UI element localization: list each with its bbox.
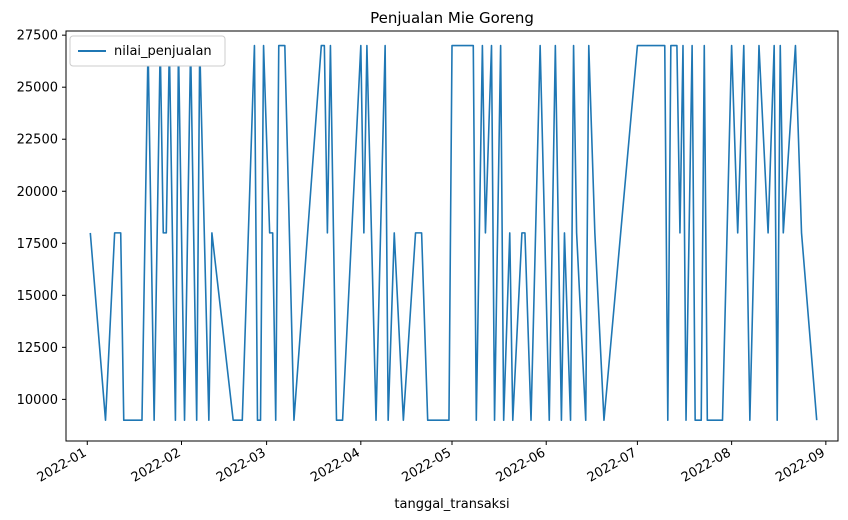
x-axis-label: tanggal_transaksi [394, 497, 509, 512]
y-tick-label: 10000 [17, 393, 58, 408]
legend-label: nilai_penjualan [114, 44, 212, 59]
y-tick-label: 20000 [17, 185, 58, 200]
y-tick-label: 15000 [17, 289, 58, 304]
series-line-nilai_penjualan [89, 44, 818, 421]
y-axis: 10000 12500 15000 17500 20000 22500 25000 27500 [17, 29, 66, 408]
y-tick-label: 12500 [17, 341, 58, 356]
legend: nilai_penjualan [69, 35, 226, 67]
y-tick-label: 27500 [17, 29, 58, 44]
chart-title: Penjualan Mie Goreng [370, 9, 534, 27]
legend-box [69, 35, 226, 67]
y-tick-label: 22500 [17, 133, 58, 148]
y-tick-label: 17500 [17, 237, 58, 252]
y-tick-label: 25000 [17, 81, 58, 96]
